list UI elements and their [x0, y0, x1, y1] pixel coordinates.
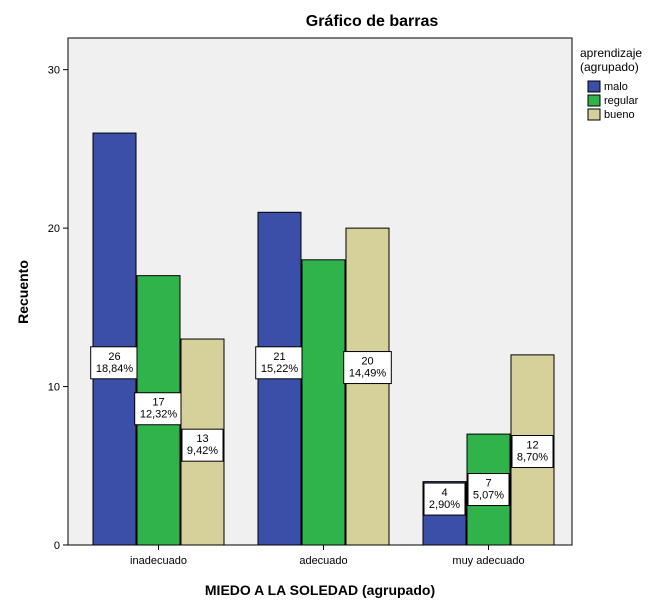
bars-group: 2618,84%1712,32%139,42%2115,22%2014,49%4… — [90, 132, 555, 546]
legend-title: aprendizaje — [580, 46, 642, 60]
data-label-box — [467, 473, 510, 507]
y-tick-label: 0 — [54, 540, 60, 552]
data-label-text: 7 — [485, 478, 491, 490]
data-label-text: 12,32% — [140, 409, 178, 421]
data-label-text: 5,07% — [473, 490, 504, 502]
data-label-text: 13 — [196, 433, 208, 445]
data-label-text: 18,84% — [96, 363, 134, 375]
x-tick-label: adecuado — [299, 555, 347, 567]
data-label-text: 2,90% — [429, 499, 460, 511]
legend-label-bueno: bueno — [604, 109, 635, 121]
data-label-text: 17 — [152, 397, 164, 409]
y-axis: 0 10 20 30 — [48, 65, 68, 552]
legend-swatch-malo — [587, 80, 601, 93]
y-tick-label: 30 — [48, 65, 60, 77]
legend: aprendizaje(agrupado) malo regular bueno — [580, 46, 642, 121]
data-label-text: 21 — [273, 351, 285, 363]
bar-bueno-1 — [345, 227, 390, 546]
data-label-text: 14,49% — [349, 368, 387, 380]
legend-title: (agrupado) — [580, 60, 639, 74]
data-label: 42,90% — [423, 482, 466, 516]
x-axis-title: MIEDO A LA SOLEDAD (agrupado) — [205, 582, 435, 598]
data-label-text: 9,42% — [187, 445, 218, 457]
bar-malo-0 — [92, 132, 137, 546]
data-label-box — [134, 392, 183, 426]
legend-label-regular: regular — [604, 95, 639, 107]
data-label-text: 26 — [108, 351, 120, 363]
bar-regular-1 — [301, 259, 346, 546]
data-label-box — [511, 435, 554, 469]
data-label-box — [343, 351, 392, 385]
legend-swatch-bueno — [587, 108, 601, 121]
data-label-box — [90, 346, 139, 380]
y-tick-label: 10 — [48, 382, 60, 394]
data-label-box — [181, 428, 224, 462]
y-axis-title: Recuento — [15, 260, 31, 324]
data-label-text: 12 — [526, 440, 538, 452]
x-axis: inadecuado adecuado muy adecuado — [130, 545, 525, 567]
data-label-text: 20 — [361, 356, 373, 368]
data-label: 128,70% — [511, 435, 554, 469]
x-tick-label: inadecuado — [130, 555, 187, 567]
data-label-text: 15,22% — [261, 363, 299, 375]
data-label-box — [423, 482, 466, 516]
legend-swatch-regular — [587, 94, 601, 107]
y-tick-label: 20 — [48, 223, 60, 235]
data-label-text: 8,70% — [517, 452, 548, 464]
data-label-text: 4 — [441, 487, 447, 499]
data-label: 75,07% — [467, 473, 510, 507]
chart-title: Gráfico de barras — [306, 13, 439, 30]
data-label: 139,42% — [181, 428, 224, 462]
legend-label-malo: malo — [604, 81, 628, 93]
x-tick-label: muy adecuado — [452, 555, 524, 567]
